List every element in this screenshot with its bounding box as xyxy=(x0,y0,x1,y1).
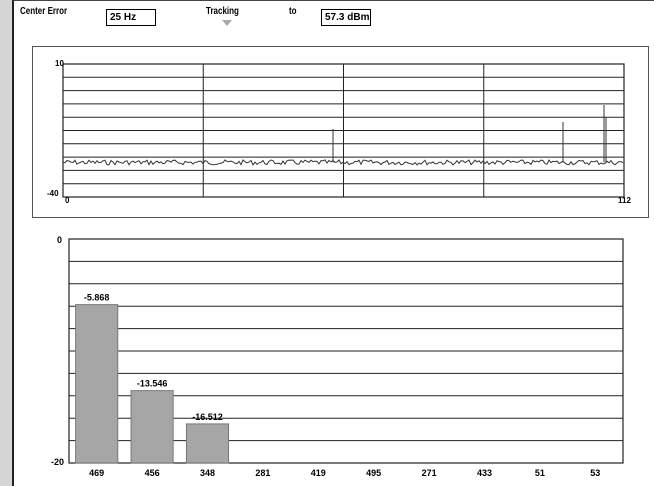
bar-chart-x-tick-label: 433 xyxy=(477,468,492,478)
tracking-label: Tracking xyxy=(206,6,239,17)
bar-chart-bars xyxy=(75,304,230,464)
bar-data-label: -16.512 xyxy=(192,412,223,422)
spectrum-spikes xyxy=(332,105,607,163)
bar-chart-x-ticks: 469 456 348 281 419 495 271 433 51 53 xyxy=(89,468,600,478)
bar-chart-ymax-label: 0 xyxy=(57,235,62,245)
bar-chart-x-tick-label: 271 xyxy=(422,468,437,478)
bar-chart-grid xyxy=(68,238,624,464)
spectrum-ymin-label: -40 xyxy=(47,189,59,198)
center-error-label: Center Error xyxy=(20,6,68,17)
spectrum-ymax-label: 10 xyxy=(55,59,64,68)
spectrum-panel: 10 -40 0 112 xyxy=(32,46,649,218)
tracking-value-field[interactable]: 57.3 dBm xyxy=(321,9,371,26)
bar-chart-x-tick-label: 456 xyxy=(145,468,160,478)
bar-chart-x-tick-label: 53 xyxy=(590,468,600,478)
bar xyxy=(185,423,230,464)
top-bar: Center Error 25 Hz Tracking to 57.3 dBm xyxy=(14,1,654,31)
bar-chart: -5.868 -13.546 -16.512 469 456 348 281 419 495 2… xyxy=(51,235,624,478)
bar-chart-x-tick-label: 281 xyxy=(255,468,270,478)
spectrum-trace xyxy=(62,159,624,166)
bar-chart-data-labels: -5.868 -13.546 -16.512 xyxy=(84,293,223,422)
center-error-field[interactable]: 25 Hz xyxy=(106,9,156,26)
bar xyxy=(75,304,119,464)
bar-chart-ymin-label: -20 xyxy=(51,457,64,467)
analyzer-window: Center Error 25 Hz Tracking to 57.3 dBm … xyxy=(12,0,654,486)
bar-data-label: -13.546 xyxy=(137,379,168,389)
to-label: to xyxy=(289,6,297,17)
spectrum-xmin-label: 0 xyxy=(65,196,70,205)
spectrum-grid xyxy=(62,63,625,198)
bar-chart-x-tick-label: 469 xyxy=(89,468,104,478)
tracking-slider-thumb[interactable] xyxy=(222,20,232,26)
bar-chart-x-tick-label: 419 xyxy=(311,468,326,478)
bar-chart-x-tick-label: 51 xyxy=(535,468,545,478)
bar-data-label: -5.868 xyxy=(84,293,110,303)
bar xyxy=(130,390,174,464)
bar-chart-x-tick-label: 348 xyxy=(200,468,215,478)
spectrum-xmax-label: 112 xyxy=(618,196,631,205)
bar-chart-x-tick-label: 495 xyxy=(366,468,381,478)
spectrum-plot: 10 -40 0 112 xyxy=(47,59,631,205)
bar-chart-panel: -5.868 -13.546 -16.512 469 456 348 281 419 495 2… xyxy=(32,229,649,479)
